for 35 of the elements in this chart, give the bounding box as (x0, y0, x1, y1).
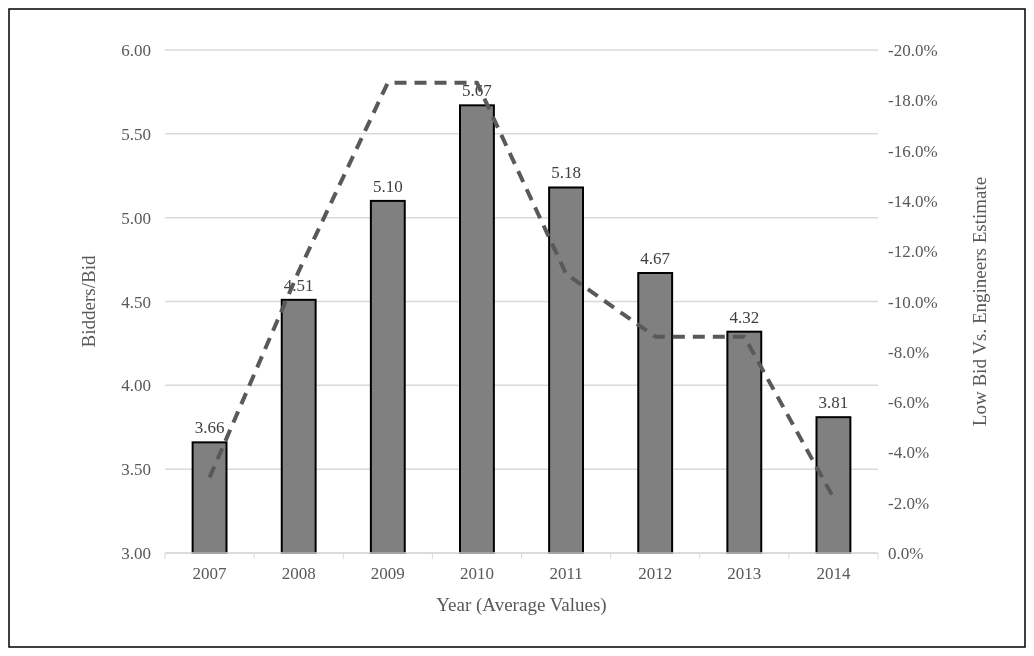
y2-tick-label: -4.0% (888, 443, 930, 463)
x-tick-label: 2009 (370, 564, 405, 583)
data-label: 5.18 (551, 163, 581, 183)
x-tick-label: 2011 (549, 564, 583, 583)
y-tick-label: 5.00 (121, 208, 151, 228)
y2-tick-label: -6.0% (888, 393, 930, 413)
y-tick-label: 6.00 (121, 41, 151, 60)
y2-tick-label: -10.0% (888, 292, 938, 312)
x-tick-label: 2012 (638, 564, 673, 583)
y2-tick-label: -8.0% (888, 342, 930, 362)
y-tick-label: 4.00 (121, 376, 151, 396)
data-label: 3.81 (818, 393, 849, 413)
data-label: 3.66 (194, 418, 225, 438)
x-tick-label: 2014 (816, 564, 851, 583)
y2-tick-label: 0.0% (888, 544, 924, 563)
x-tick-label: 2013 (727, 564, 762, 583)
x-tick-label: 2007 (192, 564, 228, 583)
x-tick-label: 2008 (281, 564, 316, 583)
y-tick-label: 3.00 (121, 544, 151, 563)
data-label: 4.67 (640, 249, 671, 268)
y2-tick-label: -12.0% (888, 242, 938, 262)
y2-tick-label: -20.0% (888, 41, 938, 60)
y-axis-title: Bidders/Bid (78, 255, 99, 348)
x-tick-label: 2010 (459, 564, 494, 583)
y-tick-label: 4.50 (121, 292, 151, 312)
y2-axis-title: Low Bid Vs. Engineers Estimate (969, 176, 990, 427)
data-label: 5.10 (372, 176, 403, 196)
y2-tick-label: -18.0% (888, 91, 938, 111)
y2-tick-label: -14.0% (888, 191, 938, 211)
y2-tick-label: -2.0% (888, 493, 930, 513)
data-label: 4.32 (729, 307, 760, 327)
y2-tick-label: -16.0% (888, 141, 938, 161)
x-axis-title: Year (Average Values) (436, 594, 607, 616)
y-tick-label: 5.50 (121, 124, 151, 144)
y-tick-label: 3.50 (121, 460, 151, 480)
